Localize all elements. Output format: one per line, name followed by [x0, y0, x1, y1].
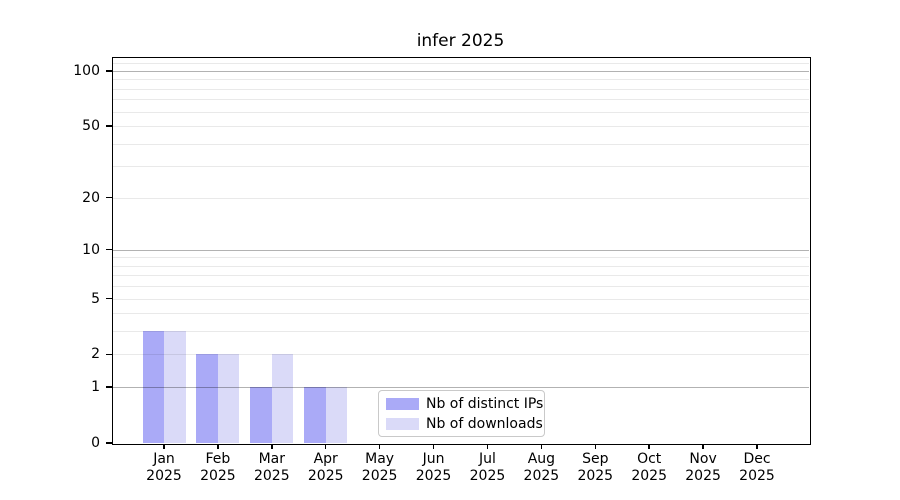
y-tick-mark	[106, 386, 112, 388]
x-tick-mark	[325, 444, 327, 450]
x-tick-mark	[378, 444, 381, 450]
bar-nb-of-downloads-apr-2025	[325, 387, 348, 443]
x-tick-label-jan-2025: Jan 2025	[136, 451, 192, 485]
x-tick-label-line: 2025	[523, 468, 560, 484]
y-tick-label: 5	[91, 290, 100, 307]
x-tick-label-feb-2025: Feb 2025	[190, 451, 246, 485]
legend-swatch-downloads	[386, 417, 419, 430]
x-tick-mark	[648, 444, 650, 450]
x-tick-label-sep-2025: Sep 2025	[567, 451, 623, 485]
bar-nb-of-downloads-feb-2025	[217, 354, 240, 443]
x-tick-mark	[486, 444, 489, 450]
y-tick-label: 50	[82, 117, 100, 134]
y-tick-mark	[106, 442, 112, 444]
x-tick-label-line: Mar	[258, 451, 286, 467]
x-tick-mark	[702, 444, 704, 450]
x-tick-label-line: Feb	[205, 451, 231, 467]
y-tick-label: 100	[73, 62, 100, 79]
x-tick-label-line: 2025	[739, 468, 775, 484]
x-tick-label-line: 2025	[253, 468, 290, 484]
x-tick-label-aug-2025: Aug 2025	[513, 451, 569, 485]
y-tick-mark	[106, 125, 112, 127]
bar-nb-of-distinct-ips-jan-2025	[142, 331, 164, 443]
x-tick-label-line: 2025	[146, 468, 182, 484]
x-tick-label-line: Dec	[743, 451, 771, 467]
chart-title: infer 2025	[416, 31, 505, 51]
x-tick-label-line: Apr	[313, 451, 338, 467]
y-tick-mark	[106, 353, 112, 356]
legend-item-distinct-ips: Nb of distinct IPs	[386, 396, 544, 412]
legend-label-downloads: Nb of downloads	[426, 415, 543, 432]
bar-nb-of-downloads-mar-2025	[271, 354, 294, 443]
bar-nb-of-distinct-ips-feb-2025	[196, 354, 218, 443]
y-tick-mark	[106, 297, 112, 300]
x-tick-label-line: 2025	[415, 468, 452, 484]
x-tick-label-jul-2025: Jul 2025	[459, 451, 515, 485]
y-tick-mark	[106, 70, 112, 72]
x-tick-label-nov-2025: Nov 2025	[675, 451, 731, 485]
x-tick-label-line: Nov	[689, 451, 717, 467]
x-tick-label-line: 2025	[307, 468, 344, 484]
x-tick-label-line: May	[365, 451, 395, 467]
legend-item-downloads: Nb of downloads	[386, 416, 544, 432]
x-tick-label-line: 2025	[577, 468, 614, 484]
x-tick-label-jun-2025: Jun 2025	[406, 451, 462, 485]
bar-nb-of-downloads-jan-2025	[164, 331, 186, 443]
x-tick-label-line: Aug	[527, 451, 556, 467]
x-tick-mark	[163, 444, 165, 450]
y-tick-mark	[106, 196, 112, 199]
y-tick-label: 2	[91, 346, 100, 363]
y-tick-label: 10	[82, 241, 100, 258]
x-tick-label-line: 2025	[631, 468, 667, 484]
x-tick-label-mar-2025: Mar 2025	[244, 451, 300, 485]
bar-nb-of-distinct-ips-mar-2025	[250, 387, 272, 443]
plot-area	[112, 57, 811, 445]
bar-nb-of-distinct-ips-apr-2025	[304, 387, 326, 443]
y-tick-label: 20	[82, 189, 100, 206]
x-tick-label-oct-2025: Oct 2025	[621, 451, 677, 485]
x-tick-label-line: 2025	[200, 468, 236, 484]
x-tick-label-line: Jul	[479, 451, 496, 467]
legend-label-distinct-ips: Nb of distinct IPs	[426, 395, 544, 412]
x-tick-label-line: Jan	[153, 451, 175, 467]
x-tick-mark	[432, 444, 435, 450]
y-tick-label: 0	[91, 435, 100, 451]
y-tick-label: 1	[91, 379, 100, 396]
x-tick-label-line: 2025	[469, 468, 506, 484]
x-tick-label-line: Jun	[422, 451, 445, 467]
x-tick-label-line: Sep	[582, 451, 609, 467]
x-tick-mark	[271, 444, 273, 450]
x-tick-mark	[540, 444, 543, 450]
x-tick-label-dec-2025: Dec 2025	[729, 451, 785, 485]
x-tick-label-line: 2025	[361, 468, 398, 484]
x-tick-label-line: 2025	[685, 468, 721, 484]
x-tick-mark	[756, 444, 758, 450]
legend-swatch-distinct-ips	[386, 397, 419, 410]
x-tick-mark	[594, 444, 596, 450]
legend: Nb of distinct IPs Nb of downloads	[378, 390, 545, 437]
y-tick-mark	[106, 248, 112, 251]
x-tick-label-apr-2025: Apr 2025	[298, 451, 354, 485]
x-tick-label-line: Oct	[637, 451, 662, 467]
x-tick-label-may-2025: May 2025	[352, 451, 408, 485]
x-tick-mark	[217, 444, 219, 450]
